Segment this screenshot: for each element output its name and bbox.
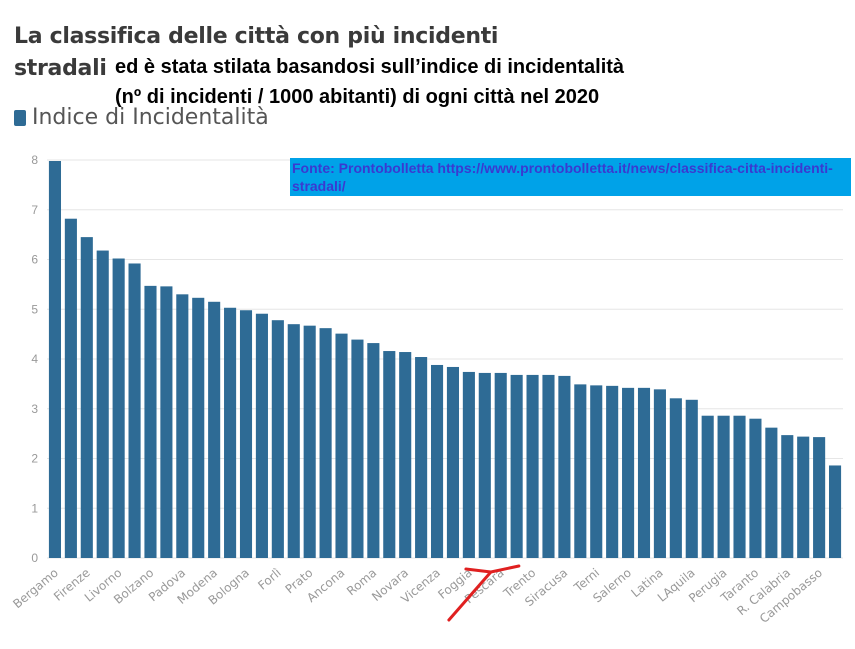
y-tick-label: 7	[31, 203, 38, 217]
bar	[319, 328, 332, 558]
bar	[733, 415, 746, 558]
bar	[287, 324, 300, 558]
bar	[335, 333, 348, 558]
bar	[797, 436, 810, 558]
bar	[685, 399, 698, 558]
chart-title-line1: La classifica delle città con più incide…	[14, 24, 499, 49]
bar	[430, 364, 444, 558]
bar	[717, 415, 730, 558]
bar	[701, 415, 714, 558]
bar	[781, 435, 794, 558]
bar	[271, 320, 284, 558]
bar	[224, 307, 237, 558]
bar	[351, 339, 364, 558]
legend-swatch	[14, 109, 26, 126]
bar	[749, 418, 762, 558]
bar	[828, 465, 842, 558]
bar	[637, 387, 651, 558]
bar	[48, 160, 62, 558]
bar	[415, 357, 428, 558]
bar	[813, 437, 826, 558]
bar	[367, 343, 380, 558]
bar	[462, 371, 475, 558]
x-tick-label: Bergamo	[10, 566, 61, 612]
bar	[622, 387, 635, 558]
bar	[669, 398, 682, 558]
bar	[478, 372, 491, 558]
bar	[64, 218, 77, 558]
bar	[239, 310, 253, 558]
source-box: Fonte: Prontobolletta https://www.pronto…	[290, 158, 851, 196]
y-tick-label: 2	[31, 452, 38, 466]
bar	[765, 427, 778, 558]
bar	[383, 351, 396, 558]
bar	[542, 374, 555, 558]
overlay-note-line1: ed è stata stilata basandosi sull’indice…	[115, 56, 625, 78]
bar	[176, 294, 189, 558]
bar	[558, 375, 571, 558]
bar	[80, 237, 93, 559]
bar	[192, 297, 205, 558]
bar	[144, 285, 157, 558]
chart-title-line2: stradali	[14, 56, 107, 81]
bar	[208, 301, 221, 558]
y-tick-label: 4	[31, 352, 38, 366]
bar	[112, 258, 125, 558]
bar	[574, 384, 587, 558]
legend: Indice di Incidentalità	[14, 105, 269, 130]
y-tick-label: 6	[31, 253, 38, 267]
bar	[510, 374, 523, 558]
annotation-arrow	[447, 564, 521, 622]
bar	[160, 286, 173, 558]
bar	[96, 250, 109, 559]
bar	[494, 372, 507, 558]
legend-label: Indice di Incidentalità	[32, 105, 269, 130]
bar	[255, 313, 268, 558]
y-tick-label: 3	[31, 402, 38, 416]
y-tick-label: 0	[31, 551, 38, 565]
bar	[526, 374, 539, 558]
bar	[303, 325, 316, 558]
overlay-note-line2: (nº di incidenti / 1000 abitanti) di ogn…	[115, 86, 600, 108]
bar	[606, 385, 619, 558]
bar	[590, 385, 603, 558]
bar	[399, 352, 412, 558]
bar	[128, 263, 141, 558]
y-tick-label: 8	[31, 153, 38, 167]
bar	[446, 366, 460, 558]
bar	[653, 389, 666, 558]
x-tick-label: Forlì	[255, 566, 283, 593]
y-tick-label: 1	[31, 501, 38, 515]
y-tick-label: 5	[31, 302, 38, 316]
